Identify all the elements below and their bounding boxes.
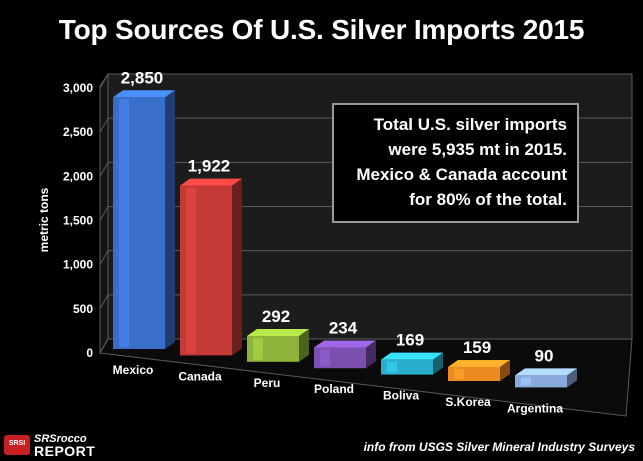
annotation-box: Total U.S. silver imports were 5,935 mt … — [332, 103, 579, 223]
logo-line-2: REPORT — [34, 443, 96, 459]
bar-top — [314, 340, 376, 348]
annotation-line-4: for 80% of the total. — [409, 190, 567, 209]
grid-line-side — [99, 73, 109, 89]
data-label: 169 — [396, 331, 424, 350]
annotation-line-1: Total U.S. silver imports — [373, 115, 567, 134]
bar-side — [567, 368, 577, 388]
source-note: info from USGS Silver Mineral Industry S… — [363, 440, 635, 454]
data-label: 234 — [329, 319, 358, 338]
bar-top — [113, 90, 175, 98]
bar-top — [515, 368, 577, 376]
bar-side — [232, 178, 242, 356]
bar-side — [299, 329, 309, 362]
grid-line-side — [99, 117, 109, 133]
x-tick-label: S.Korea — [445, 395, 491, 409]
y-tick-label: 2,000 — [63, 169, 93, 183]
bar-highlight — [454, 368, 464, 379]
x-tick-label: Peru — [254, 376, 281, 390]
y-axis-label: metric tons — [37, 187, 51, 252]
data-label: 90 — [535, 346, 554, 365]
x-tick-label: Poland — [314, 382, 354, 396]
bar-highlight — [521, 377, 531, 386]
data-label: 2,850 — [121, 68, 164, 87]
bar-top — [247, 329, 309, 337]
x-tick-label: Canada — [178, 369, 222, 383]
bar-argentina — [515, 368, 577, 388]
bar-side — [366, 340, 376, 369]
bar-side — [165, 90, 175, 349]
annotation-line-2: were 5,935 mt in 2015. — [388, 140, 567, 159]
bar-highlight — [320, 349, 330, 367]
y-tick-label: 1,500 — [63, 214, 93, 228]
grid-line-side — [99, 250, 109, 265]
x-tick-label: Boliva — [383, 389, 419, 403]
y-tick-label: 2,500 — [63, 125, 93, 139]
srsrocco-logo: SRSI SRSrocco REPORT — [4, 433, 154, 459]
annotation-line-3: Mexico & Canada account — [356, 165, 567, 184]
x-axis-labels: Mexico Canada Peru Poland Boliva S.Korea Argen… — [113, 363, 564, 415]
bar-highlight — [186, 187, 196, 354]
bar-canada — [180, 178, 242, 356]
bar-top — [448, 359, 510, 367]
bar-highlight — [387, 361, 397, 373]
data-label: 292 — [262, 307, 290, 326]
bar-highlight — [253, 338, 263, 360]
y-tick-label: 500 — [73, 302, 93, 316]
data-label: 159 — [463, 338, 491, 357]
bars — [113, 90, 577, 388]
data-labels: 2,850 1,922 292 234 169 159 90 — [121, 68, 554, 365]
y-tick-label: 3,000 — [63, 81, 93, 95]
y-axis-ticks: 0 500 1,000 1,500 2,000 2,500 3,000 — [63, 81, 93, 360]
y-tick-label: 1,000 — [63, 258, 93, 272]
bar-highlight — [119, 99, 129, 347]
logo-badge-icon: SRSI — [4, 435, 30, 455]
x-tick-label: Mexico — [113, 363, 154, 377]
data-label: 1,922 — [188, 157, 231, 176]
bar-skorea — [448, 359, 510, 381]
grid-line-side — [99, 162, 109, 177]
bar-peru — [247, 329, 309, 362]
y-tick-label: 0 — [86, 346, 93, 360]
bar-top — [381, 352, 443, 360]
bar-poland — [314, 340, 376, 369]
grid-line-side — [99, 206, 109, 221]
bar-mexico — [113, 90, 175, 349]
bar-side — [500, 359, 510, 381]
logo-line-1: SRSrocco — [34, 433, 87, 445]
grid-line-side — [99, 338, 109, 354]
bar-top — [180, 178, 242, 186]
bar-boliva — [381, 352, 443, 375]
bar-side — [433, 352, 443, 375]
grid-line-side — [99, 294, 109, 310]
x-tick-label: Argentina — [507, 401, 563, 415]
chart-title: Top Sources Of U.S. Silver Imports 2015 — [58, 14, 585, 45]
